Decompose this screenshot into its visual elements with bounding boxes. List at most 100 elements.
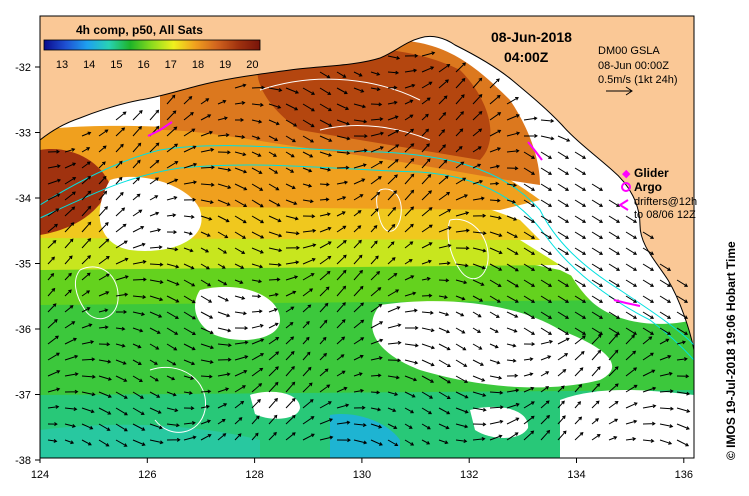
velocity-arrow (81, 340, 95, 345)
velocity-arrow (166, 110, 177, 121)
velocity-arrow (523, 311, 536, 319)
y-tick-label: -38 (15, 455, 31, 467)
velocity-arrow (268, 135, 279, 141)
velocity-arrow (183, 231, 193, 236)
velocity-arrow (353, 372, 363, 377)
velocity-arrow (64, 321, 76, 329)
velocity-arrow (608, 311, 621, 319)
velocity-arrow (523, 215, 536, 223)
velocity-arrow (200, 374, 213, 379)
velocity-arrow (625, 437, 637, 441)
velocity-arrow (115, 407, 128, 416)
velocity-arrow (591, 434, 601, 441)
velocity-arrow (438, 112, 447, 121)
velocity-arrow (234, 417, 243, 425)
velocity-arrow (557, 400, 565, 409)
velocity-arrow (319, 418, 334, 425)
velocity-arrow (336, 354, 345, 361)
velocity-arrow (302, 399, 314, 409)
velocity-arrow (625, 311, 638, 319)
velocity-arrow (149, 109, 160, 121)
velocity-arrow (251, 338, 265, 345)
velocity-arrow (268, 366, 279, 377)
velocity-arrow (387, 391, 399, 396)
velocity-arrow (370, 423, 383, 429)
velocity-arrow (387, 174, 398, 185)
velocity-arrow (336, 370, 346, 377)
velocity-arrow (523, 231, 536, 239)
velocity-arrow (557, 327, 570, 335)
velocity-arrow (591, 247, 604, 255)
velocity-arrow (183, 311, 196, 320)
velocity-arrow (387, 289, 400, 297)
velocity-arrow (302, 214, 316, 219)
velocity-arrow (268, 308, 278, 313)
velocity-arrow (47, 370, 61, 377)
velocity-arrow (200, 279, 212, 287)
velocity-arrow (183, 327, 196, 335)
velocity-arrow (98, 145, 107, 153)
x-axis-ticks: 124 126 128 130 132 134 136 (31, 458, 693, 481)
velocity-arrow (574, 401, 582, 409)
velocity-arrow (268, 247, 283, 253)
velocity-arrow (642, 438, 655, 443)
velocity-arrow (149, 228, 162, 233)
velocity-arrow (353, 134, 368, 139)
velocity-arrow (251, 102, 264, 107)
velocity-arrow (285, 215, 299, 221)
velocity-arrow (574, 416, 583, 425)
velocity-arrow (489, 147, 502, 153)
velocity-arrow (387, 206, 397, 217)
velocity-arrow (574, 199, 587, 207)
velocity-arrow (183, 180, 198, 185)
velocity-arrow (608, 247, 621, 255)
velocity-arrow (336, 254, 347, 265)
velocity-arrow (98, 391, 112, 398)
velocity-arrow (81, 221, 92, 233)
velocity-arrow (319, 119, 333, 127)
velocity-arrow (472, 359, 484, 366)
scale-arrow-icon (606, 86, 633, 96)
velocity-arrow (98, 161, 106, 169)
velocity-arrow (404, 391, 416, 398)
velocity-arrow (472, 391, 487, 397)
velocity-arrow (234, 100, 246, 105)
velocity-arrow (438, 243, 452, 249)
velocity-arrow (472, 128, 483, 137)
velocity-arrow (336, 285, 347, 297)
velocity-arrow (438, 295, 448, 299)
velocity-arrow (285, 365, 295, 377)
velocity-arrow (455, 375, 469, 383)
velocity-arrow (387, 190, 397, 201)
velocity-arrow (81, 272, 91, 281)
velocity-arrow (353, 423, 367, 428)
velocity-arrow (591, 366, 601, 377)
velocity-arrow (183, 214, 195, 219)
velocity-arrow (268, 183, 280, 191)
velocity-arrow (183, 96, 193, 105)
velocity-arrow (370, 303, 383, 313)
velocity-arrow (115, 326, 126, 331)
velocity-arrow (659, 423, 674, 428)
velocity-arrow (574, 295, 587, 303)
velocity-arrow (506, 417, 520, 425)
velocity-arrow (438, 407, 451, 415)
velocity-arrow (319, 197, 330, 202)
velocity-vectors (47, 51, 691, 447)
velocity-arrow (370, 131, 385, 137)
legend: ◆ Glider Argo drifters@12h to 08/06 12Z (618, 166, 697, 221)
velocity-arrow (302, 366, 312, 377)
velocity-arrow (540, 429, 551, 441)
velocity-arrow (455, 228, 470, 233)
velocity-arrow (353, 163, 367, 169)
velocity-arrow (200, 263, 210, 270)
velocity-arrow (421, 276, 431, 281)
velocity-arrow (489, 359, 501, 365)
velocity-arrow (217, 403, 228, 409)
velocity-arrow (625, 334, 635, 345)
velocity-arrow (353, 337, 365, 345)
velocity-arrow (472, 196, 485, 201)
velocity-arrow (251, 323, 264, 329)
velocity-arrow (353, 71, 363, 77)
velocity-arrow (336, 87, 348, 95)
